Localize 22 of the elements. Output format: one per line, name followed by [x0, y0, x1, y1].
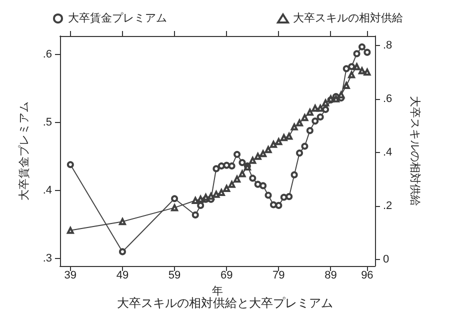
x-tick-label: 69 [220, 270, 233, 282]
x-tick-label: 39 [64, 270, 77, 282]
x-tick-label: 96 [361, 270, 374, 282]
y2-tick-label: 0 [383, 253, 390, 266]
y-tick-label: .3 [42, 252, 52, 265]
text: 大卒スキルの相対供給と大卒プレミアム [117, 296, 333, 310]
y2-tick-label: .4 [383, 146, 392, 158]
x-tick-label: 59 [168, 270, 181, 282]
legend-label: 大卒賃金プレミアム [68, 12, 167, 24]
y-tick-label: .5 [42, 116, 52, 128]
y2-axis-title: 大卒スキルの相対供給 [408, 96, 422, 206]
x-axis-title: 年 [212, 285, 223, 298]
y-axis-title: 大卒賃金プレミアム [18, 102, 30, 200]
y-tick-label: .4 [42, 184, 52, 196]
legend-label: 大卒スキルの相対供給 [293, 12, 403, 24]
x-tick-label: 89 [324, 270, 337, 282]
y-tick-label: .6 [42, 48, 52, 60]
x-tick-label: 49 [116, 270, 129, 282]
y2-tick-label: .6 [383, 92, 392, 105]
y2-tick-label: .2 [383, 200, 392, 212]
y2-tick-label: .8 [383, 39, 392, 52]
x-tick-label: 79 [272, 270, 285, 282]
